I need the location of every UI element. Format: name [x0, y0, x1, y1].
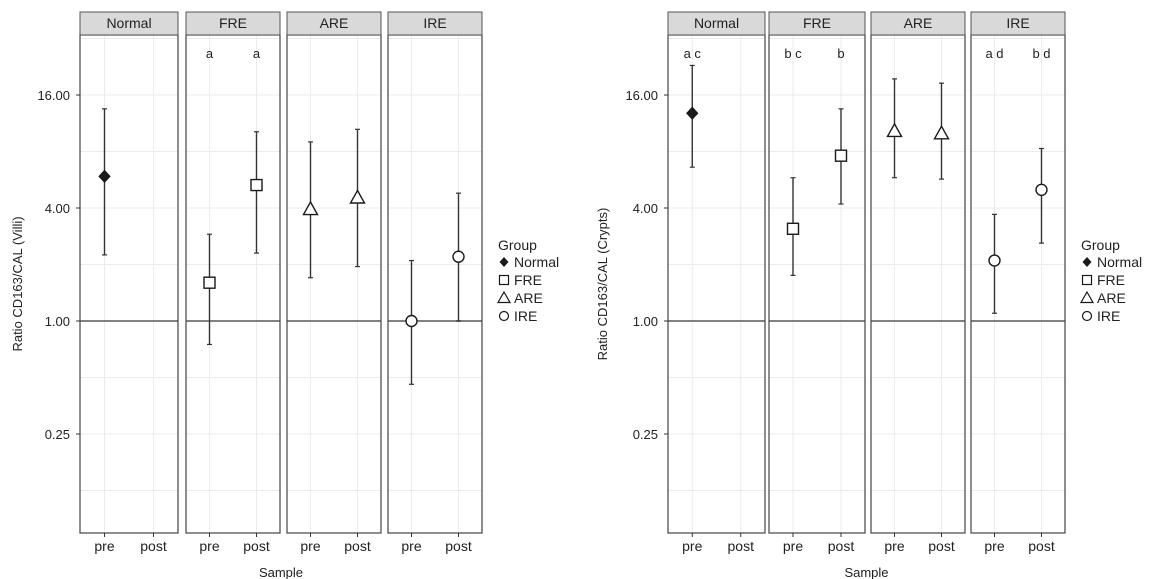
y-tick-label: 0.25: [633, 427, 658, 442]
x-tick-label: pre: [300, 538, 320, 554]
x-tick-label: pre: [401, 538, 421, 554]
x-tick-label: pre: [682, 538, 702, 554]
y-axis-title: Ratio CD163/CAL (Crypts): [595, 208, 610, 361]
facet-panel-are: ARE pre post: [287, 12, 381, 554]
facet-strip-label: ARE: [904, 15, 933, 31]
y-tick-label: 1.00: [45, 314, 70, 329]
chart-crypts: a c Normal pre post b c b FRE pre post ARE pre post…: [595, 12, 1142, 579]
x-tick-label: pre: [984, 538, 1004, 554]
x-tick-label: post: [243, 538, 270, 554]
panel-background: [388, 35, 482, 533]
y-tick-label: 4.00: [45, 201, 70, 216]
facet-panel-normal: Normal pre post: [80, 12, 178, 554]
facet-panel-ire: IRE pre post: [388, 12, 482, 554]
marker-fre: [836, 150, 847, 161]
x-tick-label: post: [1028, 538, 1055, 554]
legend-entry-label: IRE: [514, 308, 537, 324]
legend-marker-normal: [1083, 257, 1092, 267]
panel-background: [971, 35, 1065, 533]
significance-label: a d: [985, 46, 1003, 61]
panel-background: [80, 35, 178, 533]
facet-panel-are: ARE pre post: [871, 12, 965, 554]
facet-panel-normal: a c Normal pre post: [668, 12, 765, 554]
facet-panel-fre: b c b FRE pre post: [769, 12, 865, 554]
x-tick-label: pre: [199, 538, 219, 554]
x-tick-label: post: [828, 538, 855, 554]
chart-villi: Normal pre post a a FRE pre post ARE pre post IRE pr…: [10, 12, 559, 579]
legend-entry-label: FRE: [1097, 272, 1125, 288]
legend-marker-ire: [500, 312, 509, 321]
significance-label: b d: [1032, 46, 1050, 61]
x-tick-label: pre: [94, 538, 114, 554]
legend-entry-label: ARE: [514, 290, 543, 306]
significance-label: a: [253, 46, 261, 61]
x-tick-label: post: [928, 538, 955, 554]
y-tick-label: 0.25: [45, 427, 70, 442]
legend-title: Group: [498, 237, 537, 253]
legend-marker-are: [498, 292, 510, 303]
y-tick-label: 16.00: [625, 88, 658, 103]
marker-ire: [406, 316, 417, 327]
x-axis-title: Sample: [259, 565, 303, 579]
facet-panel-fre: a a FRE pre post: [186, 12, 280, 554]
facet-strip-label: IRE: [423, 15, 446, 31]
marker-fre: [251, 180, 262, 191]
facet-strip-label: Normal: [694, 15, 739, 31]
legend-entry-label: IRE: [1097, 308, 1120, 324]
x-tick-label: pre: [884, 538, 904, 554]
panel-background: [186, 35, 280, 533]
significance-label: a c: [684, 46, 702, 61]
marker-fre: [788, 223, 799, 234]
x-tick-label: post: [344, 538, 371, 554]
panel-background: [668, 35, 765, 533]
y-tick-label: 16.00: [37, 88, 70, 103]
legend-marker-are: [1081, 292, 1093, 303]
legend-marker-normal: [500, 257, 509, 267]
significance-label: a: [206, 46, 214, 61]
marker-ire: [989, 255, 1000, 266]
marker-ire: [1036, 184, 1047, 195]
x-tick-label: pre: [783, 538, 803, 554]
x-tick-label: post: [728, 538, 755, 554]
facet-strip-label: Normal: [106, 15, 151, 31]
legend-entry-label: ARE: [1097, 290, 1126, 306]
marker-fre: [204, 277, 215, 288]
x-tick-label: post: [140, 538, 167, 554]
legend-marker-fre: [1083, 276, 1092, 285]
y-tick-label: 4.00: [633, 201, 658, 216]
legend-title: Group: [1081, 237, 1120, 253]
significance-label: b c: [784, 46, 802, 61]
legend-marker-ire: [1083, 312, 1092, 321]
marker-ire: [453, 251, 464, 262]
significance-label: b: [837, 46, 844, 61]
legend-entry-label: FRE: [514, 272, 542, 288]
legend-entry-label: Normal: [1097, 254, 1142, 270]
facet-strip-label: IRE: [1006, 15, 1029, 31]
facet-strip-label: FRE: [219, 15, 247, 31]
x-tick-label: post: [445, 538, 472, 554]
facet-strip-label: ARE: [320, 15, 349, 31]
y-tick-label: 1.00: [633, 314, 658, 329]
x-axis-title: Sample: [844, 565, 888, 579]
panel-background: [769, 35, 865, 533]
panel-background: [287, 35, 381, 533]
facet-strip-label: FRE: [803, 15, 831, 31]
panel-background: [871, 35, 965, 533]
legend-marker-fre: [500, 276, 509, 285]
y-axis-title: Ratio CD163/CAL (Villi): [10, 216, 25, 351]
legend-entry-label: Normal: [514, 254, 559, 270]
